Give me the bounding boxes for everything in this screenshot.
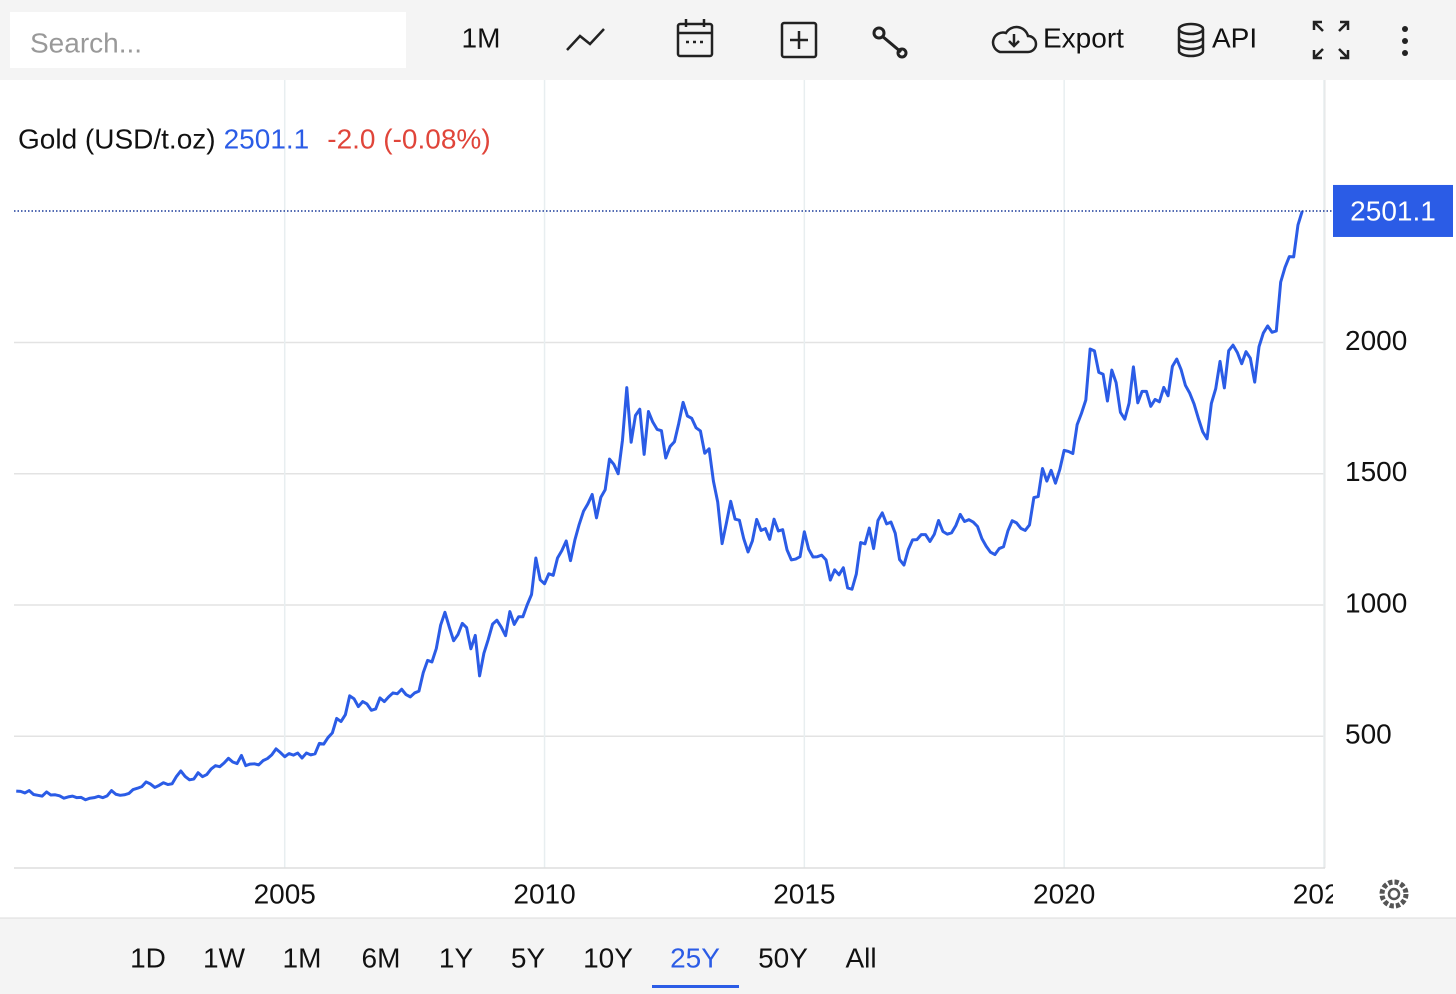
export-arrow <box>1008 34 1020 48</box>
y-tick-label: 1000 <box>1345 587 1407 618</box>
legend-title: Gold (USD/t.oz) <box>18 123 216 154</box>
legend-value: 2501.1 <box>224 123 310 154</box>
y-tick-label: 1500 <box>1345 456 1407 487</box>
legend-change: -2.0 (-0.08%) <box>327 123 490 154</box>
range-button[interactable]: 1M <box>283 942 322 973</box>
range-button[interactable]: 1Y <box>439 942 474 973</box>
period-button[interactable]: 1M <box>462 22 501 53</box>
search-box[interactable] <box>10 12 406 68</box>
x-tick-label: 2005 <box>254 878 316 909</box>
range-button[interactable]: All <box>845 942 876 973</box>
add-icon[interactable] <box>780 21 818 59</box>
search-placeholder: Search... <box>30 27 142 58</box>
y-tick-label: 500 <box>1345 719 1392 750</box>
last-value-label: 2501.1 <box>1350 195 1436 226</box>
x-tick-label: 2015 <box>773 878 835 909</box>
api-icon[interactable] <box>1177 22 1205 58</box>
export-icon[interactable] <box>991 25 1038 54</box>
active-range-underline <box>652 985 739 988</box>
last-value-tag <box>1333 184 1453 237</box>
price-line <box>16 210 1304 802</box>
export-button[interactable]: Export <box>1043 22 1124 53</box>
fullscreen-icon[interactable] <box>1312 20 1350 60</box>
range-button[interactable]: 10Y <box>583 942 633 973</box>
range-button[interactable]: 1W <box>203 942 246 973</box>
y-tick-label: 2000 <box>1345 325 1407 356</box>
x-tick-label: 2025 <box>1293 878 1355 909</box>
x-tick-labels: 2005 2010 2015 2020 2025 <box>254 878 1355 909</box>
x-tick-label: 2020 <box>1033 878 1095 909</box>
range-button[interactable]: 1D <box>130 942 166 973</box>
x-tick-label: 2010 <box>513 878 575 909</box>
wrench-icon[interactable] <box>872 26 908 59</box>
calendar-icon[interactable] <box>676 19 714 58</box>
api-button[interactable]: API <box>1212 22 1257 53</box>
range-button[interactable]: 50Y <box>758 942 808 973</box>
range-button[interactable]: 5Y <box>511 942 546 973</box>
more-icon[interactable] <box>1402 26 1408 56</box>
range-button[interactable]: 6M <box>362 942 401 973</box>
line-icon[interactable] <box>566 28 605 51</box>
settings-icon[interactable] <box>1379 879 1409 909</box>
grid <box>14 80 1325 868</box>
range-button[interactable]: 25Y <box>670 942 720 973</box>
range-bar <box>0 918 1456 994</box>
